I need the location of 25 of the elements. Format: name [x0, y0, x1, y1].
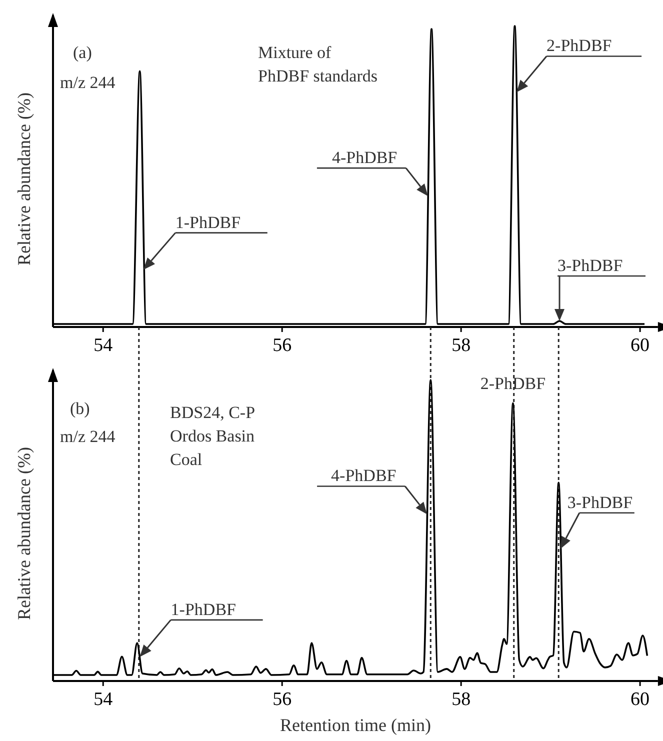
x-tick-label: 54 [94, 335, 114, 356]
annotation: 3-PhDBF [558, 256, 623, 275]
annotation: 1-PhDBF [175, 212, 241, 232]
y-axis-title: Relative abundance (%) [14, 92, 34, 266]
x-tick-label: 54 [94, 689, 114, 710]
annotation: 3-PhDBF [567, 492, 633, 512]
x-tick-label: 60 [630, 689, 650, 710]
annotation: BDS24, C-P Ordos Basin Coal [170, 403, 256, 469]
x-tick-label: 60 [630, 335, 650, 356]
x-axis-title: Retention time (min) [280, 715, 431, 735]
x-tick-label: 56 [272, 335, 292, 356]
annotation: 4-PhDBF [332, 148, 398, 168]
annotation: (a) [73, 43, 92, 62]
x-tick-label: 56 [272, 689, 292, 710]
annotation: 2-PhDBF [546, 36, 612, 56]
x-tick-label: 58 [452, 689, 471, 710]
x-tick-label: 58 [452, 335, 471, 356]
annotation: m/z 244 [60, 73, 116, 92]
annotation: Mixture of PhDBF standards [258, 43, 378, 86]
annotation: 2-PhDBF [480, 374, 546, 394]
annotation: 1-PhDBF [170, 600, 236, 619]
annotation: 4-PhDBF [331, 466, 396, 486]
y-axis-title: Relative abundance (%) [14, 447, 34, 620]
annotation: (b) [70, 399, 90, 418]
annotation: m/z 244 [60, 427, 116, 446]
